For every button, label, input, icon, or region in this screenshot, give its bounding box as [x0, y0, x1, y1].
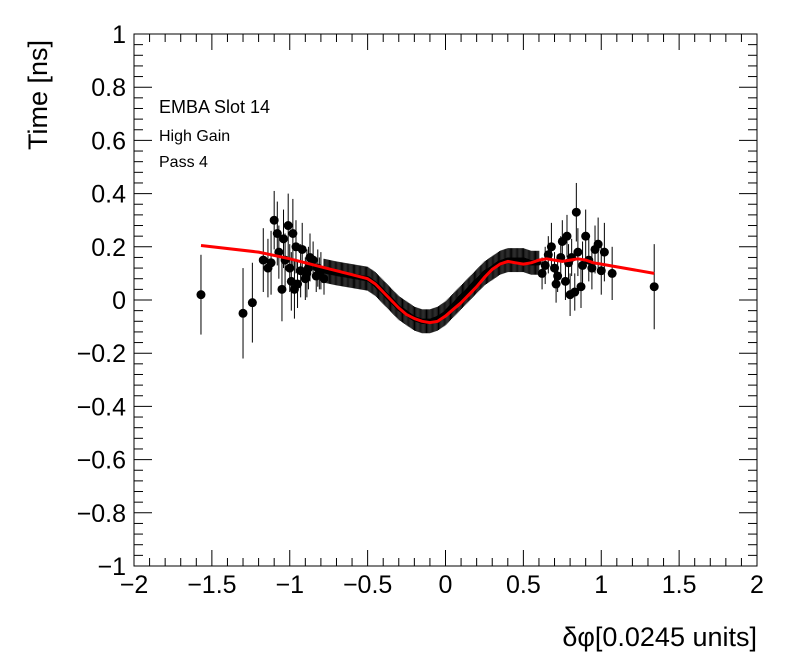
data-point [285, 263, 295, 273]
data-point [551, 279, 561, 289]
x-tick-label: −1.5 [187, 571, 236, 599]
data-point [581, 231, 591, 241]
data-point [550, 263, 560, 273]
data-point [596, 266, 606, 276]
data-point [288, 229, 298, 238]
fit-line [200, 244, 655, 325]
data-point [297, 244, 307, 254]
data-point [578, 260, 588, 270]
data-point [553, 271, 563, 281]
data-point [546, 242, 556, 252]
x-tick-label: −1 [275, 571, 304, 599]
x-tick-label: 1 [594, 571, 608, 599]
annotation-slot: EMBA Slot 14 [159, 97, 270, 117]
data-point [593, 239, 603, 249]
tick-labels: −2 −1.5 −1 −0.5 0 0.5 1 1.5 2 −1 −0.8 −0.6 −0.4 −0.2 0… [77, 21, 764, 599]
y-tick-label: 0.4 [91, 181, 126, 209]
data-point [279, 234, 289, 244]
data-point [238, 308, 248, 318]
x-tick-label: 0.5 [506, 571, 541, 599]
data-point [247, 298, 257, 308]
annotation-pass: Pass 4 [159, 154, 208, 171]
axis-ticks [133, 33, 758, 567]
x-tick-label: 1.5 [662, 571, 697, 599]
data-point [269, 215, 279, 225]
y-tick-label: −1 [97, 553, 126, 581]
data-point [272, 229, 282, 238]
x-axis-title: δφ[0.0245 units] [562, 622, 757, 652]
data-point [599, 247, 609, 257]
y-tick-label: 0.2 [91, 234, 126, 262]
y-tick-label: −0.2 [77, 340, 126, 368]
data-point [540, 260, 550, 270]
data-point [649, 282, 659, 292]
data-point [607, 268, 617, 278]
data-point [576, 282, 586, 292]
data-point [560, 276, 570, 286]
data-point [266, 258, 276, 268]
data-point [537, 268, 547, 278]
fit-curve [200, 244, 655, 325]
data-point [562, 231, 572, 241]
y-tick-label: 0.6 [91, 127, 126, 155]
y-tick-label: 0.8 [91, 74, 126, 102]
data-point [293, 279, 303, 289]
data-point [274, 247, 284, 257]
y-tick-label: 0 [112, 287, 126, 315]
data-point [587, 263, 597, 273]
x-tick-label: 0 [439, 571, 453, 599]
data-point [196, 290, 206, 300]
data-point [277, 284, 287, 294]
x-tick-label: −2 [120, 571, 149, 599]
data-point [283, 221, 293, 231]
data-point [570, 287, 580, 297]
y-tick-label: 1 [112, 21, 126, 49]
data-point [571, 207, 581, 217]
y-tick-label: −0.6 [77, 447, 126, 475]
x-tick-label: −0.5 [343, 571, 392, 599]
y-tick-label: −0.4 [77, 393, 126, 421]
y-axis-title: Time [ns] [23, 40, 53, 150]
data-point [303, 263, 313, 273]
y-tick-label: −0.8 [77, 500, 126, 528]
data-point [308, 255, 318, 265]
data-point [319, 274, 329, 284]
data-point [543, 250, 553, 260]
data-point [573, 247, 583, 257]
x-tick-label: 2 [750, 571, 764, 599]
annotation-gain: High Gain [159, 128, 230, 145]
data-point [258, 255, 268, 265]
